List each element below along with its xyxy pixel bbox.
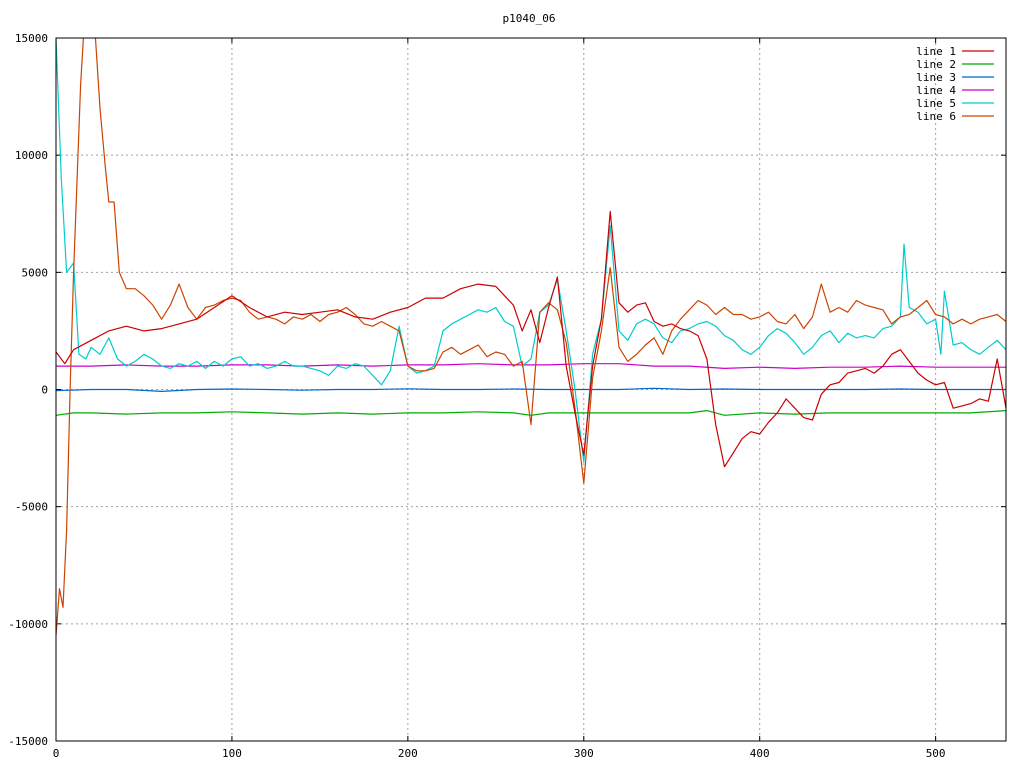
y-tick-label: 15000 [15,32,48,45]
legend-label: line 6 [916,110,956,123]
y-tick-label: -10000 [8,618,48,631]
y-tick-label: 10000 [15,149,48,162]
legend-label: line 5 [916,97,956,110]
x-tick-label: 300 [574,747,594,760]
x-tick-label: 0 [53,747,60,760]
legend-label: line 4 [916,84,956,97]
chart-title: p1040_06 [503,12,556,25]
y-tick-label: -15000 [8,735,48,748]
legend-label: line 3 [916,71,956,84]
series-line-5 [56,38,1006,463]
x-tick-label: 200 [398,747,418,760]
series-line-3 [56,387,1006,392]
legend-label: line 2 [916,58,956,71]
series-line-2 [56,410,1006,416]
series-line-1 [56,210,1006,468]
y-tick-label: 0 [41,384,48,397]
series-line-4 [56,363,1006,369]
legend-label: line 1 [916,45,956,58]
plot-frame [55,37,1007,742]
y-tick-label: 5000 [22,266,49,279]
series-group [56,38,1006,636]
tick-labels: 0 100 200 300 400 500 -15000 -10000 -5000 0 5000 10… [8,32,1006,760]
series-line-6 [56,38,1006,636]
y-tick-label: -5000 [15,501,48,514]
x-tick-label: 400 [750,747,770,760]
x-tick-label: 500 [926,747,946,760]
x-tick-label: 100 [222,747,242,760]
